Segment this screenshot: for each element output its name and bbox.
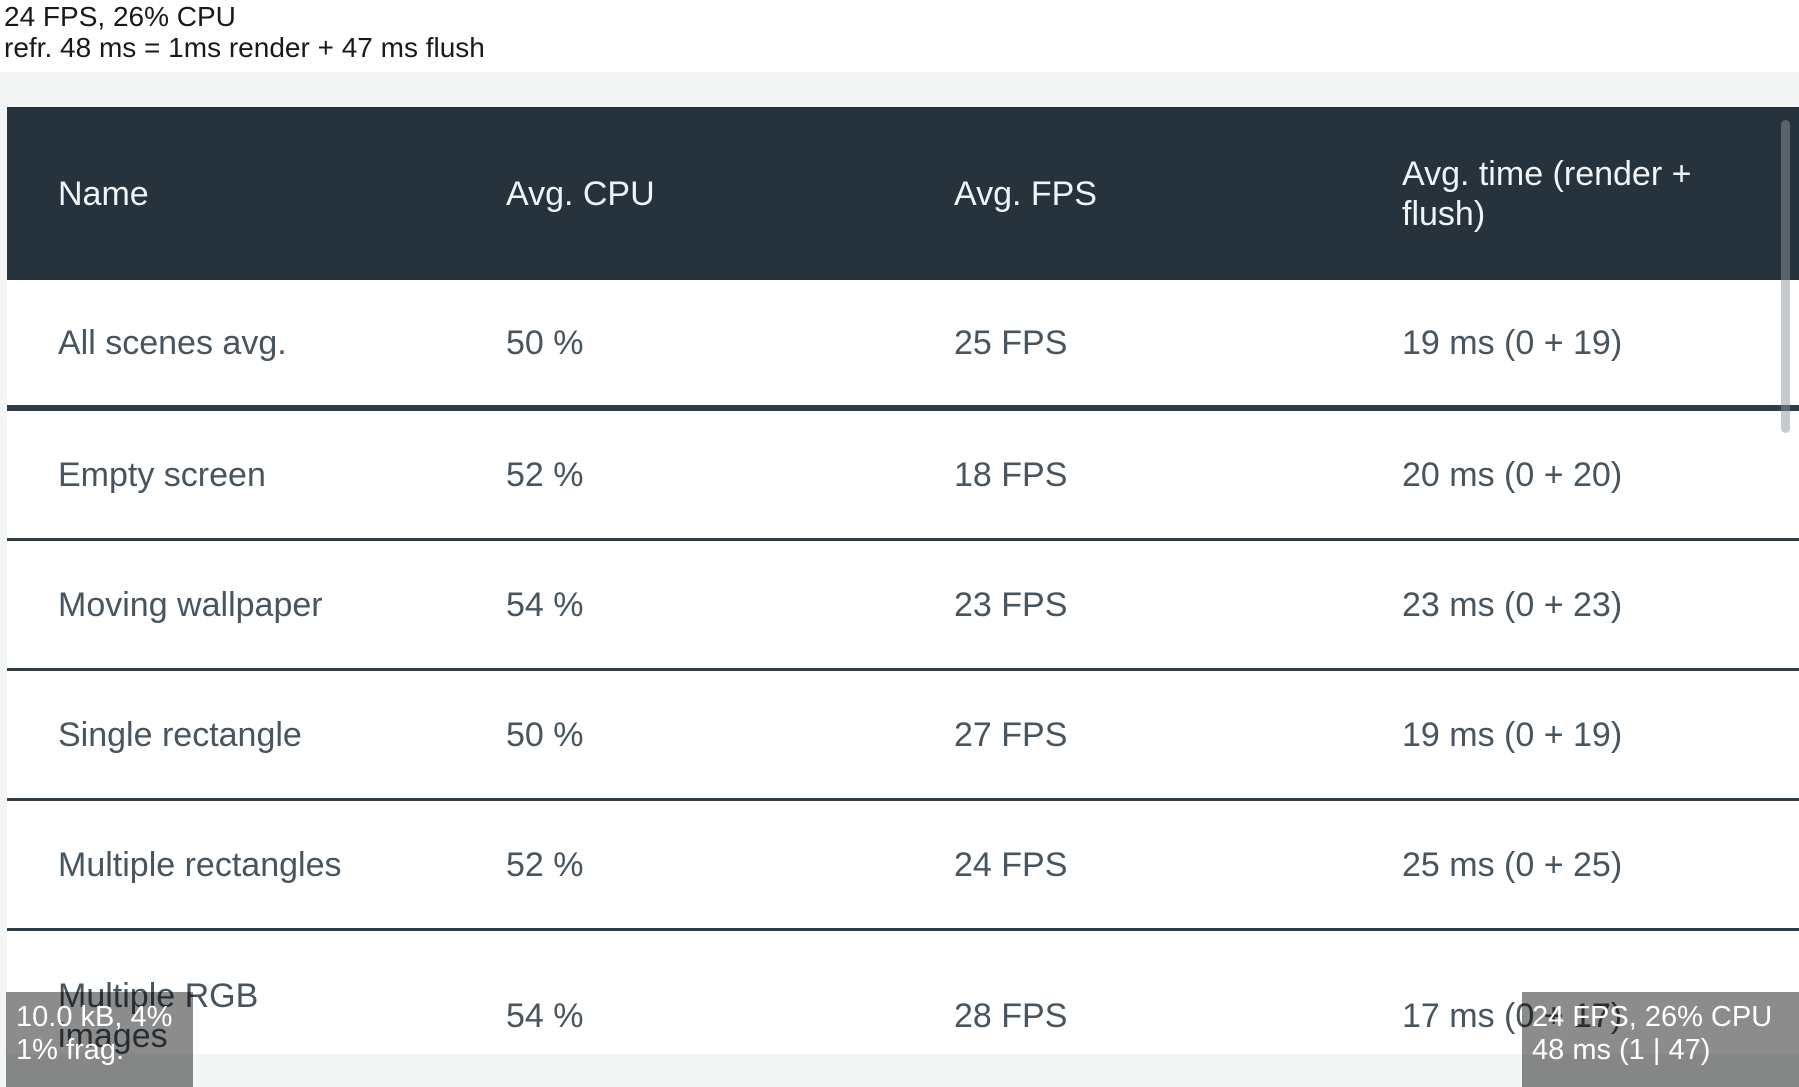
perf-monitor-overlay: 24 FPS, 26% CPU 48 ms (1 | 47)	[1522, 992, 1799, 1087]
cell-avg-cpu: 54 %	[506, 997, 584, 1035]
cell-avg-fps: 25 FPS	[954, 323, 1068, 362]
table-row-multiple-rgb-images: Multiple RGB images 54 % 28 FPS 17 ms (0…	[7, 931, 1799, 1054]
column-header-name: Name	[58, 174, 149, 213]
benchmark-results-table[interactable]: Name Avg. CPU Avg. FPS Avg. time (render…	[7, 107, 1799, 1054]
cell-avg-time: 17 ms (0 + 17)	[1402, 997, 1623, 1035]
column-header-avg-cpu: Avg. CPU	[506, 174, 655, 213]
cell-name: Multiple RGB images	[58, 977, 259, 1054]
cell-name: Empty screen	[58, 455, 266, 494]
cell-avg-fps: 24 FPS	[954, 845, 1068, 884]
cell-avg-cpu: 50 %	[506, 715, 584, 754]
cell-name: Single rectangle	[58, 715, 302, 754]
cell-avg-time: 23 ms (0 + 23)	[1402, 585, 1623, 624]
memory-monitor-overlay: 10.0 kB, 4% 1% frag.	[6, 992, 193, 1087]
perf-monitor-line2: 48 ms (1 | 47)	[1532, 1034, 1711, 1066]
cell-avg-time: 20 ms (0 + 20)	[1402, 455, 1623, 494]
memory-monitor-line1: 10.0 kB, 4%	[16, 1001, 173, 1033]
cell-avg-time: 19 ms (0 + 19)	[1402, 323, 1623, 362]
table-header-row: Name Avg. CPU Avg. FPS Avg. time (render…	[7, 107, 1799, 280]
perf-monitor-line1: 24 FPS, 26% CPU	[1532, 1001, 1773, 1033]
cell-avg-fps: 27 FPS	[954, 715, 1068, 754]
table-row-multiple-rectangles: Multiple rectangles 52 % 24 FPS 25 ms (0…	[7, 801, 1799, 931]
table-row-single-rectangle: Single rectangle 50 % 27 FPS 19 ms (0 + …	[7, 671, 1799, 801]
perf-top-line2: refr. 48 ms = 1ms render + 47 ms flush	[4, 32, 485, 63]
perf-monitor-top-label: 24 FPS, 26% CPU refr. 48 ms = 1ms render…	[4, 1, 485, 63]
memory-monitor-line2: 1% frag.	[16, 1034, 124, 1066]
perf-top-line1: 24 FPS, 26% CPU	[4, 1, 236, 32]
column-header-avg-time: Avg. time (render + flush)	[1402, 154, 1692, 233]
table-row-moving-wallpaper: Moving wallpaper 54 % 23 FPS 23 ms (0 + …	[7, 541, 1799, 671]
table-row-all-scenes-avg: All scenes avg. 50 % 25 FPS 19 ms (0 + 1…	[7, 280, 1799, 411]
cell-avg-cpu: 50 %	[506, 323, 584, 362]
cell-avg-cpu: 52 %	[506, 845, 584, 884]
cell-name: Moving wallpaper	[58, 585, 323, 624]
cell-name: Multiple rectangles	[58, 845, 342, 884]
cell-name: All scenes avg.	[58, 323, 287, 362]
cell-avg-fps: 28 FPS	[954, 997, 1068, 1035]
vertical-scrollbar[interactable]	[1781, 120, 1790, 433]
cell-avg-time: 19 ms (0 + 19)	[1402, 715, 1623, 754]
table-row-empty-screen: Empty screen 52 % 18 FPS 20 ms (0 + 20)	[7, 411, 1799, 541]
cell-avg-cpu: 54 %	[506, 585, 584, 624]
cell-avg-fps: 23 FPS	[954, 585, 1068, 624]
cell-avg-time: 25 ms (0 + 25)	[1402, 845, 1623, 884]
cell-avg-cpu: 52 %	[506, 455, 584, 494]
column-header-avg-fps: Avg. FPS	[954, 174, 1097, 213]
cell-avg-fps: 18 FPS	[954, 455, 1068, 494]
